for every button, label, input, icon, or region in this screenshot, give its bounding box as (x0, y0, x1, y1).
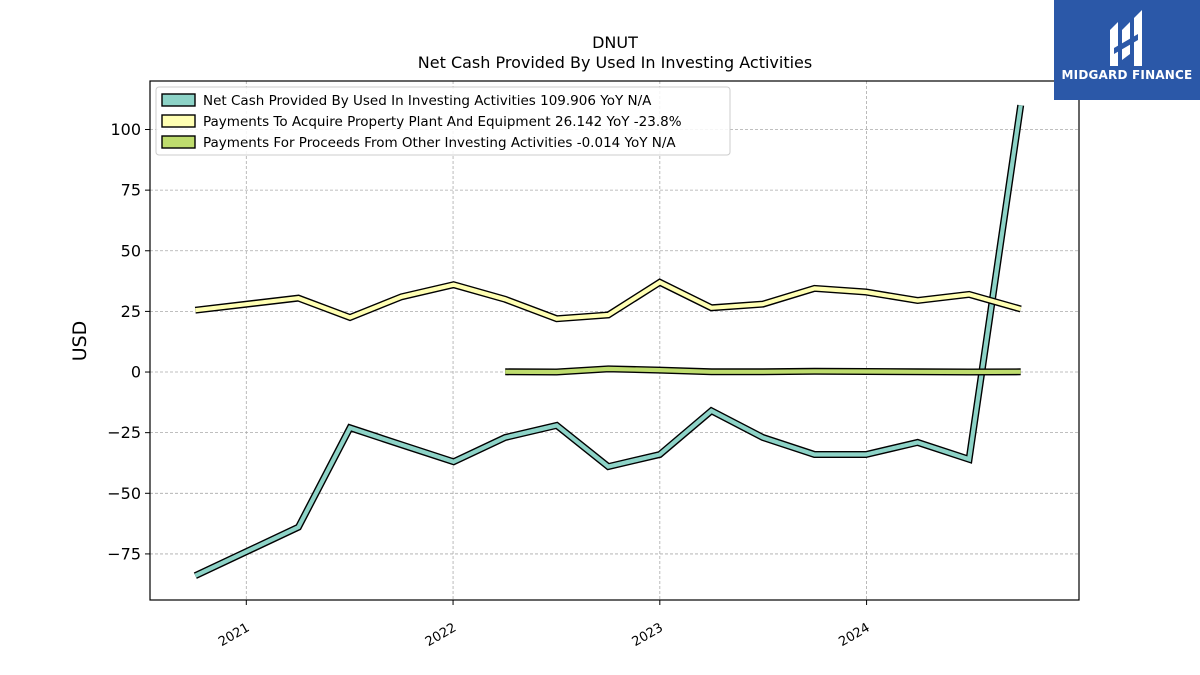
y-tick-label: 50 (121, 241, 141, 260)
grid-layer (150, 81, 1079, 600)
series-line-stroke (195, 279, 1022, 321)
legend-label-other-investing: Payments For Proceeds From Other Investi… (203, 135, 676, 151)
legend-label-net-cash: Net Cash Provided By Used In Investing A… (203, 93, 652, 109)
x-tick-label: 2024 (836, 620, 872, 650)
series-line-stroke (194, 104, 1023, 578)
y-tick-label: −50 (107, 484, 141, 503)
x-tick-label: 2022 (423, 620, 459, 650)
x-tick-label: 2023 (630, 620, 666, 650)
legend-swatch-other-investing (161, 135, 196, 149)
series-line-2 (194, 278, 1022, 323)
brand-logo: MIDGARD FINANCE (1054, 0, 1200, 100)
tick-layer: −75 −50 −25 0 25 50 75 100 2021 2022 2023 2024 (107, 120, 872, 650)
legend-swatch-capex (161, 114, 196, 128)
brand-name: MIDGARD FINANCE (1061, 68, 1193, 82)
y-tick-label: 100 (110, 120, 141, 139)
plot-frame (149, 80, 1080, 601)
legend-swatch-net-cash (161, 93, 196, 107)
series-line-1 (193, 104, 1025, 579)
series-layer (193, 104, 1025, 579)
y-tick-label: 0 (131, 363, 141, 382)
series-line-outline (193, 104, 1025, 579)
legend-frame (155, 86, 731, 156)
y-tick-label: 25 (121, 302, 141, 321)
chart-subtitle: Net Cash Provided By Used In Investing A… (418, 53, 812, 72)
y-tick-label: −25 (107, 423, 141, 442)
x-tick-label: 2021 (216, 620, 252, 650)
brand-mark-icon (1110, 10, 1142, 66)
y-tick-label: 75 (121, 181, 141, 200)
y-axis-label: USD (69, 321, 91, 362)
series-line-3 (505, 365, 1021, 376)
y-tick-label: −75 (107, 544, 141, 563)
chart-title: DNUT (592, 33, 638, 52)
series-line-stroke (505, 366, 1021, 375)
legend: Net Cash Provided By Used In Investing A… (155, 86, 731, 156)
legend-label-capex: Payments To Acquire Property Plant And E… (203, 114, 682, 130)
